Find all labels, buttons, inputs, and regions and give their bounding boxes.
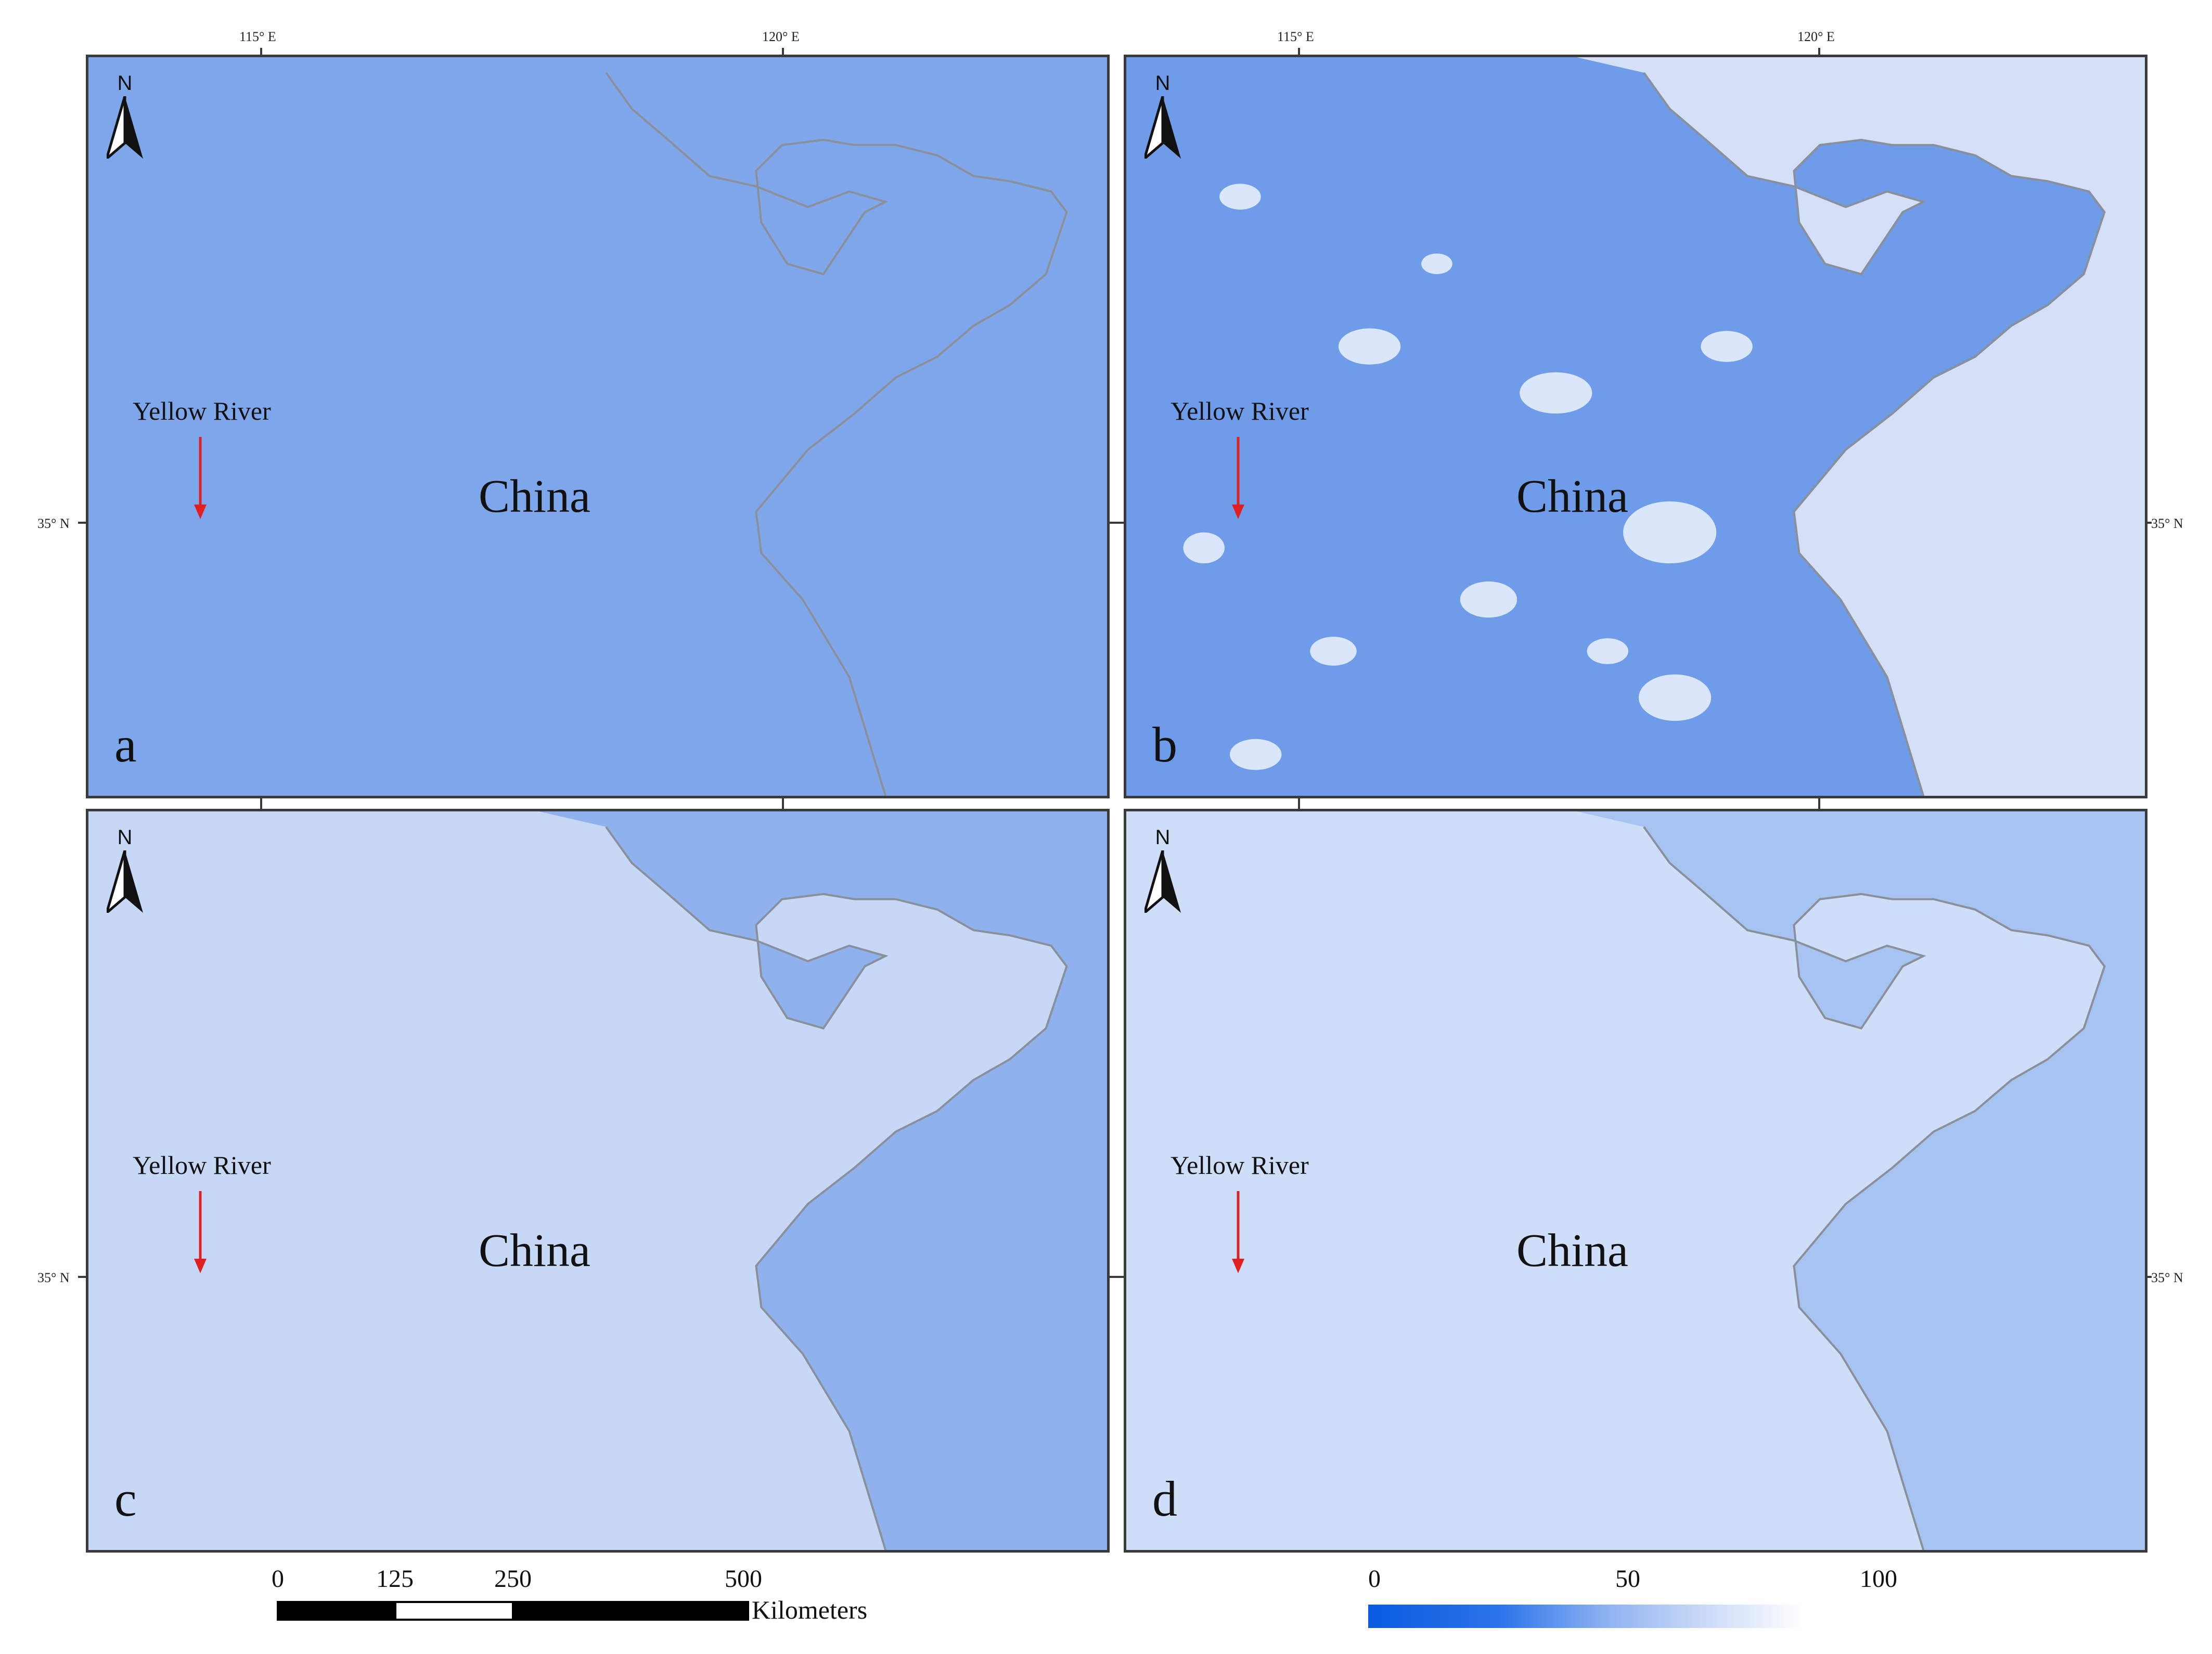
sea-area (538, 811, 1107, 1550)
north-label: N (117, 72, 133, 95)
river-arrow-icon (194, 437, 207, 519)
map-raster-d (1126, 811, 2145, 1550)
coastline (605, 72, 1068, 796)
lat-label-35-left-bottom: 35° N (37, 1270, 70, 1285)
scale-tick-500: 500 (725, 1565, 762, 1593)
lat-label-35-right-top: 35° N (2151, 516, 2183, 531)
lon-tick (1818, 797, 1820, 809)
scale-segment-white (394, 1601, 514, 1621)
lon-label-120-top-right: 120° E (1797, 29, 1835, 44)
river-arrow-icon (1232, 437, 1244, 519)
lat-label-35-left-top: 35° N (37, 516, 70, 531)
lon-tick (1818, 48, 1820, 56)
panel-letter: c (114, 1471, 137, 1527)
lon-tick (260, 797, 262, 809)
north-arrow: N (1142, 827, 1184, 915)
river-label: Yellow River (133, 1151, 271, 1180)
lon-tick (1298, 48, 1300, 56)
scale-tick-250: 250 (494, 1565, 532, 1593)
scale-tick-0: 0 (272, 1565, 284, 1593)
country-label: China (1516, 471, 1628, 522)
coastline (605, 826, 1068, 1550)
map-panel-b: N Yellow River China b (1124, 55, 2147, 798)
lon-tick (782, 797, 784, 809)
lat-tick (2143, 1276, 2152, 1278)
lat-label-35-right-bottom: 35° N (2151, 1270, 2183, 1285)
lon-label-115-top-right: 115° E (1277, 29, 1314, 44)
coastline (1643, 72, 2106, 796)
north-arrow-icon (1144, 850, 1181, 913)
country-label: China (479, 471, 590, 522)
north-arrow: N (104, 73, 146, 161)
north-arrow: N (1142, 73, 1184, 161)
sea-area (1576, 811, 2145, 1550)
map-raster-a (88, 57, 1107, 796)
scale-tick-125: 125 (376, 1565, 414, 1593)
coastline (1643, 826, 2106, 1550)
lat-tick (78, 522, 86, 524)
north-arrow: N (104, 827, 146, 915)
lat-tick (78, 1276, 86, 1278)
lon-label-115-top-left: 115° E (239, 29, 276, 44)
lat-tick (2143, 522, 2152, 524)
north-label: N (1155, 826, 1171, 849)
panel-letter: d (1152, 1471, 1177, 1527)
scale-unit: Kilometers (752, 1595, 868, 1624)
sea-area (1576, 57, 2145, 796)
river-label: Yellow River (133, 396, 271, 425)
north-arrow-icon (107, 96, 143, 159)
map-raster-b (1126, 57, 2145, 796)
sea-area (538, 57, 1107, 796)
legend-tick-100: 100 (1860, 1565, 1897, 1593)
panel-letter: a (114, 717, 137, 772)
lat-tick (1107, 1276, 1124, 1278)
river-arrow-icon (194, 1191, 207, 1273)
cloud-speckles (1183, 184, 1753, 770)
map-panel-d: N Yellow River China d (1124, 809, 2147, 1553)
country-label: China (479, 1225, 590, 1276)
north-label: N (1155, 72, 1171, 95)
map-raster-c (88, 811, 1107, 1550)
river-label: Yellow River (1171, 396, 1309, 425)
panel-letter: b (1152, 717, 1177, 772)
lon-label-120-top-left: 120° E (762, 29, 800, 44)
legend-tick-0: 0 (1368, 1565, 1381, 1593)
country-label: China (1516, 1225, 1628, 1276)
map-panel-c: N Yellow River China c (86, 809, 1110, 1553)
legend-tick-50: 50 (1615, 1565, 1640, 1593)
map-panel-a: N Yellow River China a (86, 55, 1110, 798)
north-arrow-icon (107, 850, 143, 913)
lon-tick (782, 48, 784, 56)
north-label: N (117, 826, 133, 849)
scale-segment-black (277, 1601, 396, 1621)
legend-color-ramp (1368, 1605, 1805, 1628)
lon-tick (1298, 797, 1300, 809)
north-arrow-icon (1144, 96, 1181, 159)
river-label: Yellow River (1171, 1151, 1309, 1180)
river-arrow-icon (1232, 1191, 1244, 1273)
lat-tick (1107, 522, 1124, 524)
scale-segment-black (512, 1601, 749, 1621)
lon-tick (260, 48, 262, 56)
